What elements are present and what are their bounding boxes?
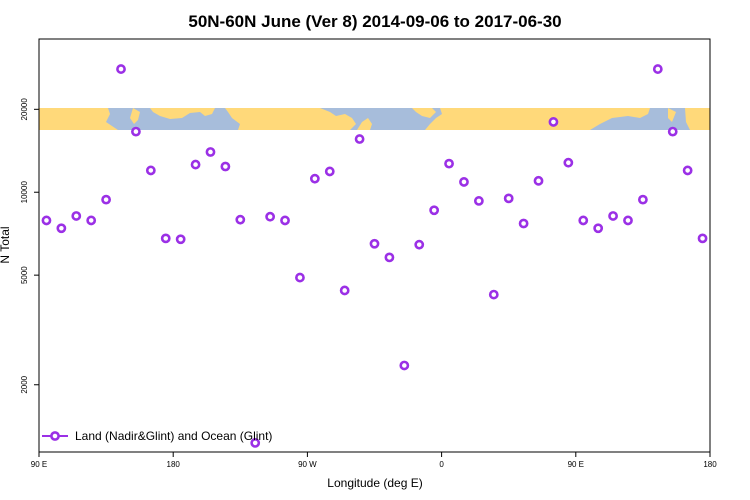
data-point	[533, 175, 544, 186]
legend-marker	[50, 431, 60, 441]
data-point	[414, 239, 425, 250]
y-tick-label: 5000	[20, 266, 29, 284]
data-point	[638, 194, 648, 205]
data-point	[309, 173, 320, 184]
data-point	[131, 126, 141, 137]
land-mass	[357, 118, 372, 130]
map-strip	[39, 108, 710, 130]
x-tick-label: 180	[167, 460, 181, 469]
x-tick-label: 90 W	[298, 460, 317, 469]
land-mass	[668, 108, 676, 122]
data-point	[399, 360, 410, 371]
legend: Land (Nadir&Glint) and Ocean (Glint)	[42, 429, 272, 443]
data-point	[369, 238, 380, 249]
data-point	[145, 165, 156, 176]
data-point	[652, 64, 663, 74]
land-mass	[225, 108, 356, 130]
data-point	[608, 211, 618, 221]
data-point	[190, 159, 201, 170]
y-axis-label: N Total	[0, 226, 12, 263]
data-point	[682, 165, 693, 176]
x-tick-label: 90 E	[31, 460, 47, 469]
y-tick-label: 20000	[20, 98, 29, 121]
plot-frame	[38, 38, 711, 453]
land-mass	[412, 108, 436, 118]
data-point	[578, 215, 589, 226]
data-point	[235, 214, 246, 225]
data-point	[175, 234, 186, 245]
x-axis: 90 E 180 90 W 0 90 E 180	[31, 452, 717, 469]
land-mass	[150, 108, 215, 119]
legend-label: Land (Nadir&Glint) and Ocean (Glint)	[75, 429, 272, 443]
data-point	[280, 215, 290, 226]
data-point	[354, 134, 365, 144]
data-point	[667, 126, 678, 137]
land-mass	[130, 108, 140, 124]
land-mass	[425, 108, 650, 130]
data-point	[265, 211, 276, 222]
data-point	[503, 193, 514, 204]
data-point	[339, 285, 350, 296]
land-mass	[685, 108, 710, 130]
x-tick-label: 180	[703, 460, 717, 469]
data-point	[473, 196, 484, 206]
data-point	[518, 218, 529, 229]
x-tick-label: 0	[439, 460, 444, 469]
y-axis: 2000 5000 10000 20000	[20, 98, 39, 394]
y-tick-label: 10000	[20, 181, 29, 204]
data-point	[459, 177, 469, 187]
data-point	[41, 215, 52, 226]
data-point	[444, 158, 454, 169]
data-point	[250, 438, 261, 448]
data-point	[86, 215, 97, 226]
data-point	[429, 205, 440, 216]
data-point	[548, 117, 559, 127]
data-point	[71, 211, 82, 221]
x-axis-label: Longitude (deg E)	[327, 476, 422, 490]
data-point	[116, 64, 126, 74]
map-land	[39, 108, 710, 130]
data-point	[623, 215, 633, 226]
data-point	[205, 147, 216, 157]
data-points	[41, 64, 708, 448]
data-point	[295, 272, 305, 283]
data-point	[593, 223, 604, 234]
data-point	[220, 161, 231, 172]
data-point	[160, 233, 171, 244]
data-point	[384, 252, 395, 263]
data-point	[488, 289, 499, 300]
chart-title: 50N-60N June (Ver 8) 2014-09-06 to 2017-…	[188, 12, 561, 31]
data-point	[56, 223, 67, 234]
land-mass	[39, 108, 118, 130]
y-tick-label: 2000	[20, 375, 29, 393]
data-point	[563, 157, 574, 168]
x-tick-label: 90 E	[568, 460, 584, 469]
data-point	[697, 233, 708, 244]
data-point	[101, 194, 111, 205]
data-point	[324, 166, 335, 177]
